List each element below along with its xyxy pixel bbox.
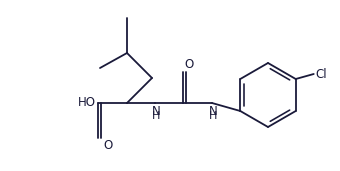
Text: Cl: Cl [316,68,327,81]
Text: O: O [103,139,112,152]
Text: O: O [184,58,193,71]
Text: H: H [209,111,217,121]
Text: H: H [152,111,160,121]
Text: N: N [152,105,160,118]
Text: HO: HO [78,95,96,109]
Text: N: N [209,105,217,118]
